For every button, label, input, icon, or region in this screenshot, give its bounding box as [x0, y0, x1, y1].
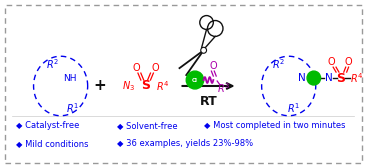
Text: ◆ Solvent-free: ◆ Solvent-free — [117, 121, 177, 130]
Text: +: + — [94, 78, 107, 93]
Text: $N_3$: $N_3$ — [122, 79, 135, 93]
Text: $R^3$: $R^3$ — [217, 81, 231, 95]
Text: O: O — [209, 61, 217, 71]
Text: O: O — [327, 57, 335, 67]
Text: $R^1$: $R^1$ — [287, 101, 300, 115]
Text: ◆ Most completed in two minutes: ◆ Most completed in two minutes — [204, 121, 345, 130]
Text: O: O — [345, 57, 352, 67]
Text: S: S — [141, 79, 150, 92]
Text: N: N — [298, 73, 306, 83]
Text: NH: NH — [64, 74, 77, 82]
Text: O: O — [132, 63, 140, 73]
Text: RT: RT — [200, 95, 217, 108]
FancyBboxPatch shape — [5, 5, 362, 163]
Circle shape — [186, 71, 204, 89]
Text: $R^1$: $R^1$ — [66, 101, 79, 115]
Text: $R^2$: $R^2$ — [273, 57, 285, 71]
Text: Cl: Cl — [192, 78, 198, 82]
Text: S: S — [336, 72, 345, 85]
Text: $R^2$: $R^2$ — [46, 57, 59, 71]
Text: O: O — [152, 63, 159, 73]
Text: ◆ 36 examples, yields 23%-98%: ◆ 36 examples, yields 23%-98% — [117, 139, 253, 148]
Circle shape — [201, 47, 206, 53]
Circle shape — [307, 71, 321, 85]
Text: ◆ Mild conditions: ◆ Mild conditions — [16, 139, 89, 148]
Text: $R^4$: $R^4$ — [350, 71, 363, 85]
Text: $R^4$: $R^4$ — [156, 79, 170, 93]
Text: ◆ Catalyst-free: ◆ Catalyst-free — [16, 121, 79, 130]
Text: N: N — [325, 73, 333, 83]
